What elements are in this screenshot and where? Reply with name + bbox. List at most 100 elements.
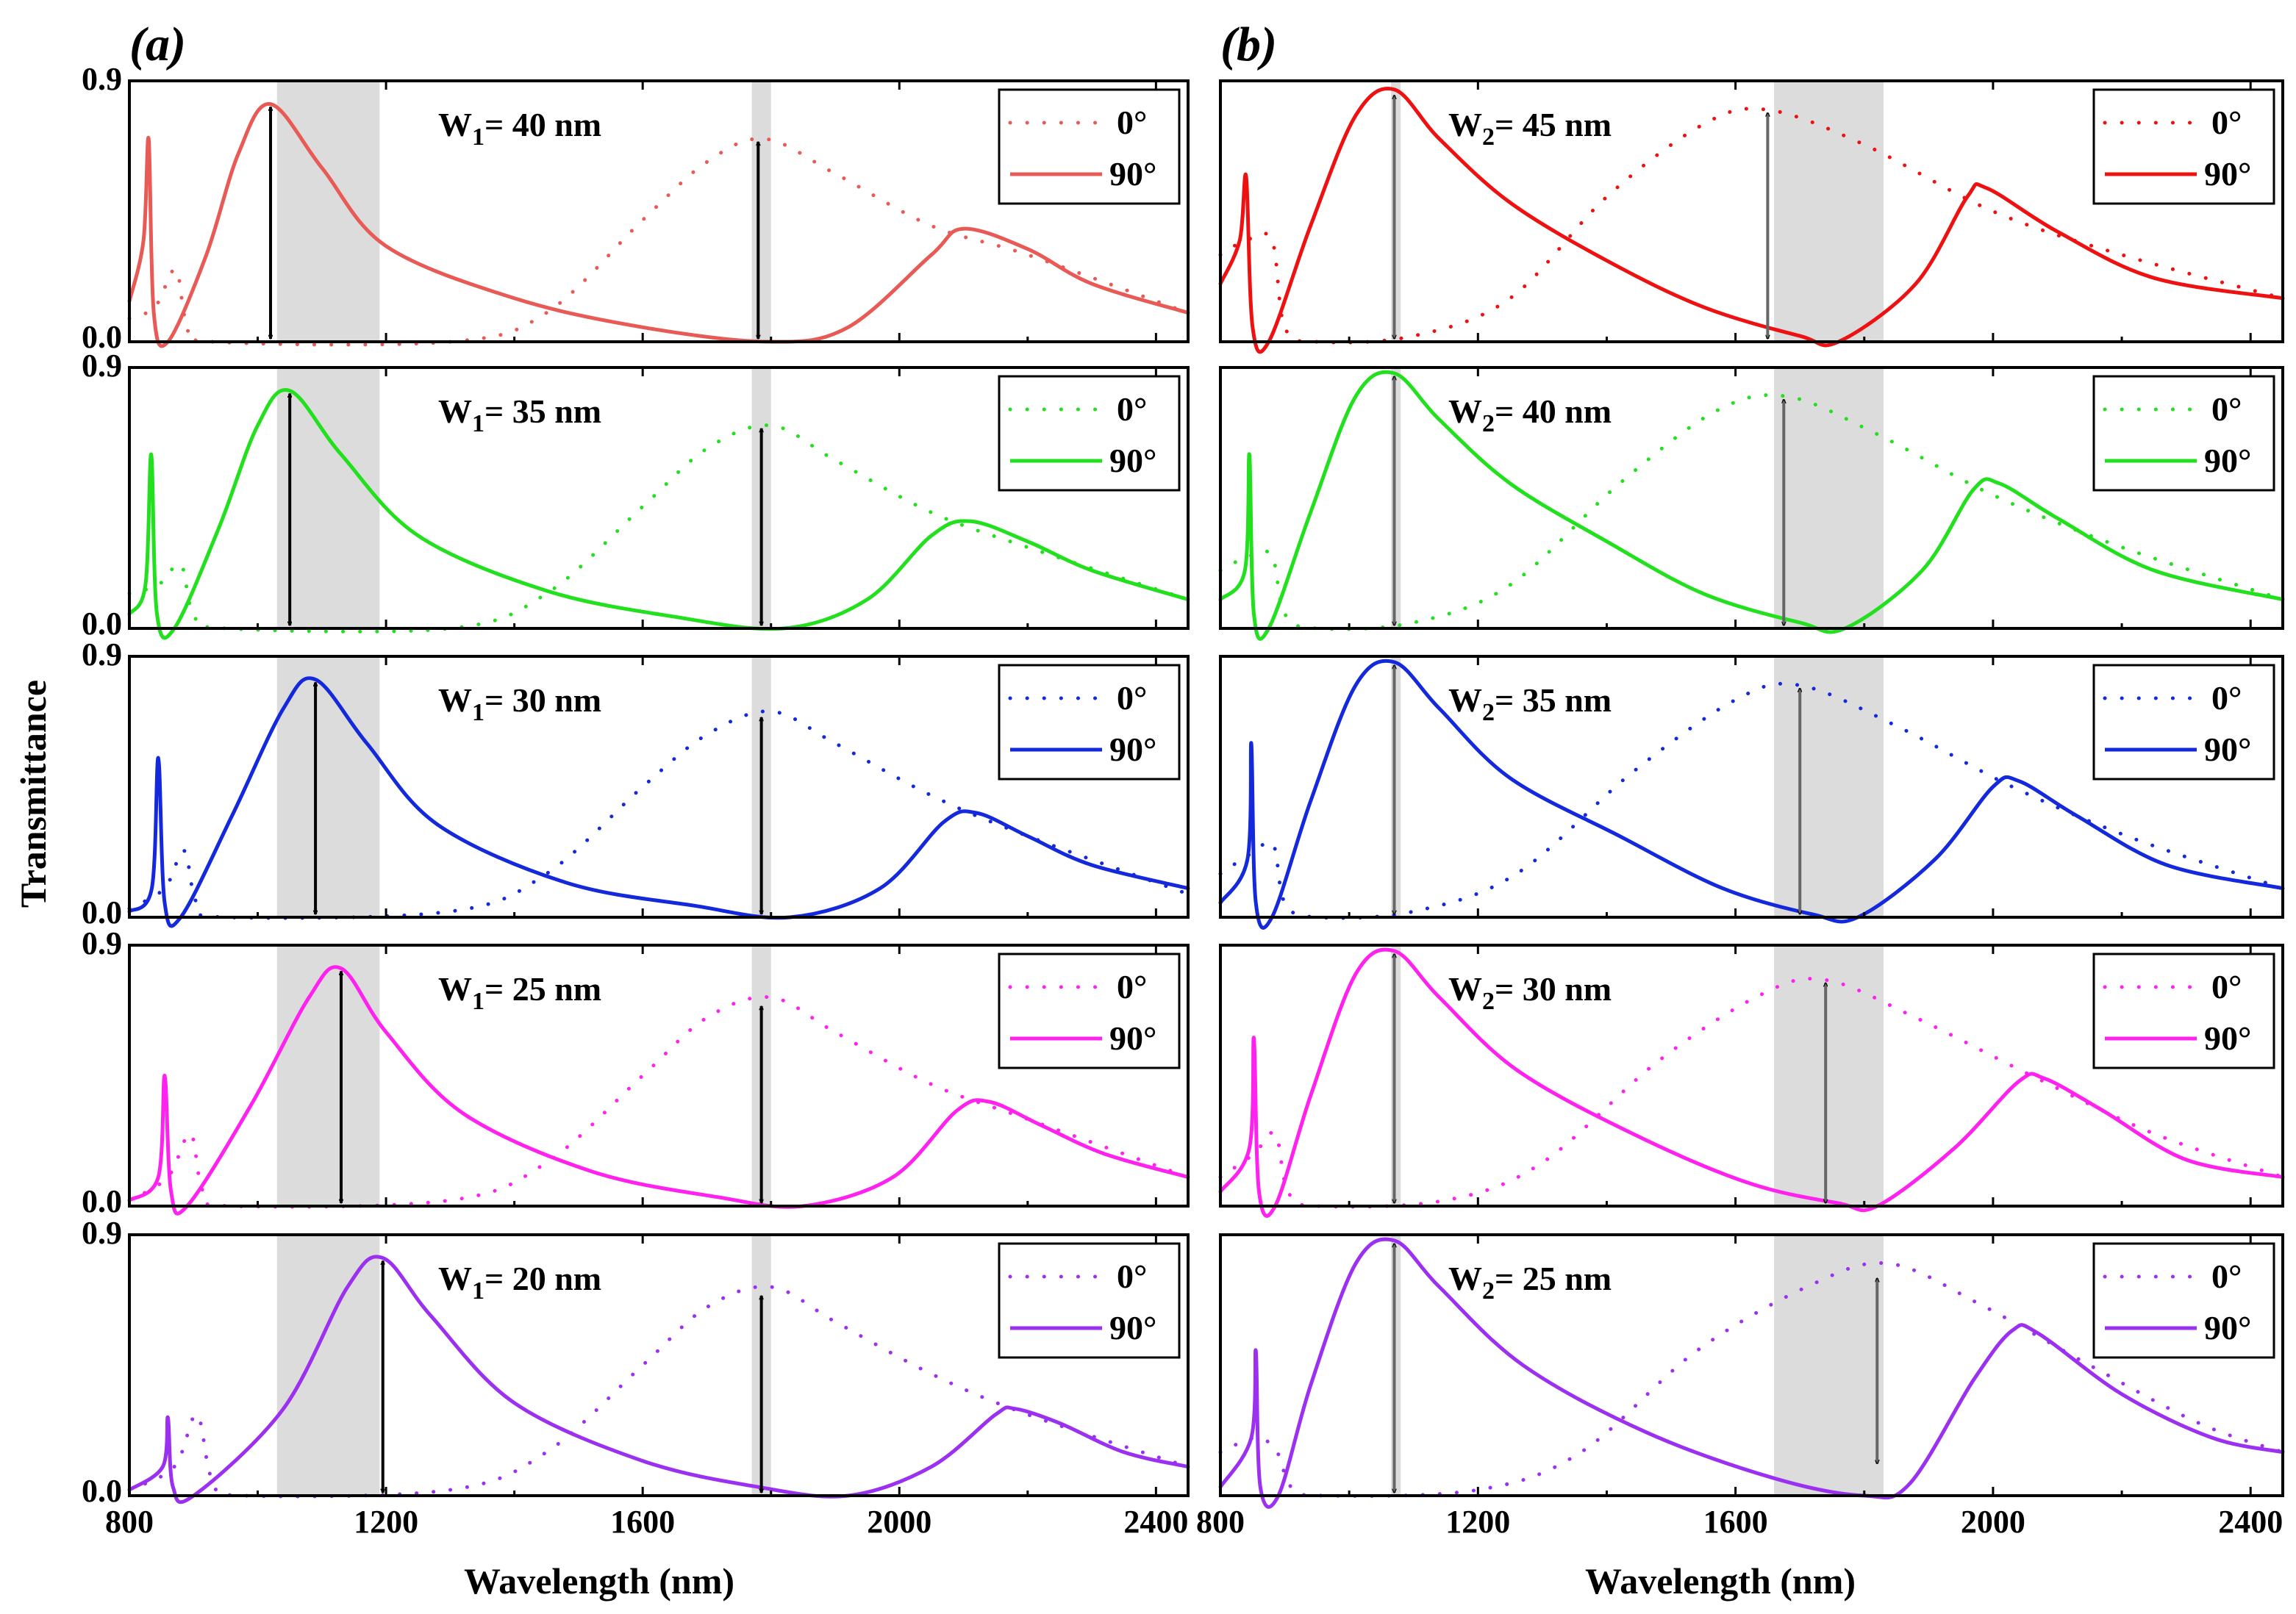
plot-frame <box>1219 655 2284 919</box>
legend-box <box>2092 1242 2275 1359</box>
y-tick-label-min: 0.0 <box>82 1473 122 1509</box>
series-90deg-line <box>1218 87 2285 354</box>
series-0deg-line <box>127 709 1190 920</box>
subplot-a-2: 0.90.0W1= 30 nm 0°90° <box>82 636 1190 930</box>
legend-label-0deg: 0° <box>2211 679 2242 717</box>
width-annotation: W2= 35 nm <box>1448 681 1612 726</box>
legend-label-0deg: 0° <box>2211 390 2242 428</box>
series-0deg-line <box>1218 1261 2285 1498</box>
plot-frame <box>128 655 1190 919</box>
width-annotation: W2= 30 nm <box>1448 970 1612 1015</box>
y-tick-label-min: 0.0 <box>82 319 122 355</box>
series-90deg-line <box>127 1255 1190 1504</box>
legend-label-0deg: 0° <box>1117 679 1147 717</box>
x-tick-label: 2400 <box>1123 1504 1188 1540</box>
legend-label-0deg: 0° <box>2211 1258 2242 1295</box>
legend: 0°90° <box>2092 664 2275 781</box>
shaded-band-0 <box>276 656 380 917</box>
y-tick-label-max: 0.9 <box>82 636 122 672</box>
subplot-a-1: 0.90.0W1= 35 nm 0°90° <box>82 348 1190 642</box>
series-90deg-line <box>1218 659 2285 930</box>
plot-frame <box>128 1233 1190 1497</box>
y-tick-label-max: 0.9 <box>82 348 122 384</box>
y-tick-label-min: 0.0 <box>82 606 122 642</box>
legend-label-90deg: 90° <box>1109 731 1156 768</box>
legend-box <box>2092 375 2275 492</box>
x-axis-title-b: Wavelength (nm) <box>1585 1560 1856 1602</box>
y-axis-title: Transmittance <box>12 680 54 908</box>
x-axis-title-a: Wavelength (nm) <box>464 1560 734 1602</box>
shaded-band-0 <box>1391 81 1401 342</box>
legend-label-90deg: 90° <box>2204 1309 2251 1346</box>
series-90deg-line <box>127 387 1190 640</box>
legend-label-90deg: 90° <box>2204 155 2251 193</box>
legend: 0°90° <box>2092 1242 2275 1359</box>
shaded-band-1 <box>1774 367 1884 628</box>
x-tick-label: 1200 <box>1445 1504 1510 1540</box>
series-90deg-line <box>127 676 1190 928</box>
legend-box <box>2092 88 2275 205</box>
legend-label-0deg: 0° <box>1117 1258 1147 1295</box>
legend: 0°90° <box>998 1242 1181 1359</box>
legend-label-90deg: 90° <box>2204 1019 2251 1057</box>
legend: 0°90° <box>998 88 1181 205</box>
shaded-band-0 <box>1391 656 1401 917</box>
shaded-band-0 <box>276 367 380 628</box>
panel-label-a: (a) <box>129 18 186 71</box>
series-90deg-line <box>1218 370 2285 641</box>
y-tick-label-max: 0.9 <box>82 925 122 961</box>
legend: 0°90° <box>2092 375 2275 492</box>
y-tick-label-max: 0.9 <box>82 1215 122 1251</box>
width-annotation: W1= 20 nm <box>438 1260 601 1305</box>
legend-label-90deg: 90° <box>2204 442 2251 479</box>
width-annotation: W2= 45 nm <box>1448 106 1612 151</box>
plot-frame <box>1219 944 2284 1208</box>
width-annotation: W1= 30 nm <box>438 681 601 726</box>
legend-box <box>998 375 1181 492</box>
series-90deg-line <box>127 965 1190 1216</box>
legend-label-0deg: 0° <box>1117 968 1147 1005</box>
x-tick-label: 2000 <box>1961 1504 2025 1540</box>
x-tick-label: 2000 <box>867 1504 931 1540</box>
shaded-band-0 <box>276 1235 380 1496</box>
legend-label-90deg: 90° <box>2204 731 2251 768</box>
subplot-b-0: W2= 45 nm 0°90° <box>1218 79 2285 354</box>
width-annotation: W1= 25 nm <box>438 970 601 1015</box>
legend-label-0deg: 0° <box>1117 104 1147 141</box>
plot-frame <box>1219 366 2284 630</box>
subplot-b-1: W2= 40 nm 0°90° <box>1218 366 2285 641</box>
subplot-grid: 0.90.0W1= 40 nm 0°90°0.90.0W1= 35 nm 0°90°… <box>82 61 2285 1540</box>
legend-box <box>998 953 1181 1069</box>
series-0deg-line <box>1218 977 2285 1209</box>
legend-box <box>998 1242 1181 1359</box>
legend-box <box>998 88 1181 205</box>
plot-frame <box>1219 79 2284 343</box>
width-annotation: W2= 25 nm <box>1448 1260 1612 1305</box>
subplot-b-3: W2= 30 nm 0°90° <box>1218 944 2285 1218</box>
shaded-band-0 <box>276 81 380 342</box>
legend-label-0deg: 0° <box>1117 390 1147 428</box>
shaded-band-0 <box>276 945 380 1206</box>
width-annotation: W1= 40 nm <box>438 106 601 151</box>
plot-frame <box>1219 1233 2284 1497</box>
legend-box <box>998 664 1181 781</box>
series-0deg-line <box>127 1284 1190 1499</box>
shaded-band-0 <box>1391 1235 1401 1496</box>
y-tick-label-min: 0.0 <box>82 1183 122 1219</box>
series-90deg-line <box>127 102 1190 348</box>
legend-box <box>2092 953 2275 1069</box>
legend: 0°90° <box>998 953 1181 1069</box>
shaded-band-1 <box>751 81 771 342</box>
x-tick-label: 2400 <box>2218 1504 2283 1540</box>
x-tick-label: 800 <box>105 1504 154 1540</box>
shaded-band-0 <box>1391 945 1401 1206</box>
series-0deg-line <box>127 137 1190 347</box>
plot-frame <box>128 79 1190 343</box>
legend: 0°90° <box>2092 88 2275 205</box>
x-tick-label: 1600 <box>1703 1504 1768 1540</box>
subplot-b-2: W2= 35 nm 0°90° <box>1218 655 2285 930</box>
shaded-band-1 <box>1774 945 1884 1206</box>
